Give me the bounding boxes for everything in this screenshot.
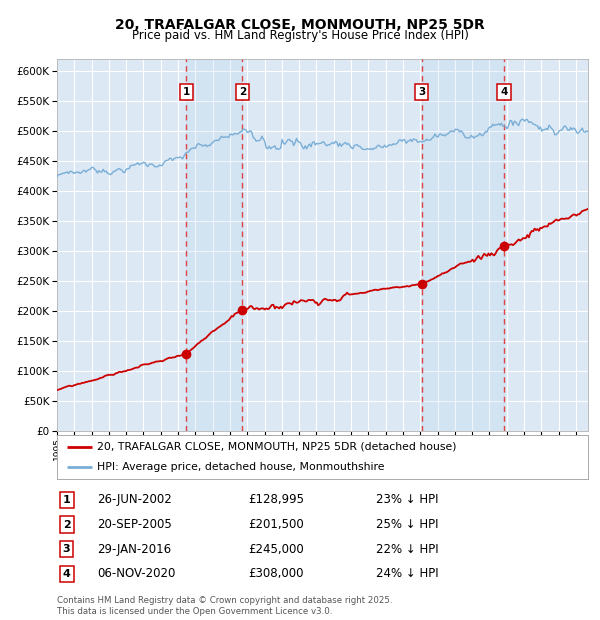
- Text: Price paid vs. HM Land Registry's House Price Index (HPI): Price paid vs. HM Land Registry's House …: [131, 30, 469, 42]
- Text: £128,995: £128,995: [248, 494, 304, 507]
- Text: 3: 3: [418, 87, 425, 97]
- Text: 20-SEP-2005: 20-SEP-2005: [97, 518, 172, 531]
- Text: 4: 4: [62, 569, 70, 578]
- Text: 2: 2: [239, 87, 246, 97]
- Text: £308,000: £308,000: [248, 567, 304, 580]
- Text: £201,500: £201,500: [248, 518, 304, 531]
- Text: 3: 3: [63, 544, 70, 554]
- Text: Contains HM Land Registry data © Crown copyright and database right 2025.
This d: Contains HM Land Registry data © Crown c…: [57, 596, 392, 616]
- Text: 23% ↓ HPI: 23% ↓ HPI: [376, 494, 438, 507]
- Text: 22% ↓ HPI: 22% ↓ HPI: [376, 542, 438, 556]
- Bar: [187, 59, 242, 431]
- Text: 4: 4: [500, 87, 508, 97]
- Text: 25% ↓ HPI: 25% ↓ HPI: [376, 518, 438, 531]
- Text: 26-JUN-2002: 26-JUN-2002: [97, 494, 172, 507]
- Text: £245,000: £245,000: [248, 542, 304, 556]
- Text: 1: 1: [62, 495, 70, 505]
- Text: 1: 1: [183, 87, 190, 97]
- Text: 2: 2: [62, 520, 70, 529]
- Text: 20, TRAFALGAR CLOSE, MONMOUTH, NP25 5DR: 20, TRAFALGAR CLOSE, MONMOUTH, NP25 5DR: [115, 18, 485, 32]
- Text: 20, TRAFALGAR CLOSE, MONMOUTH, NP25 5DR (detached house): 20, TRAFALGAR CLOSE, MONMOUTH, NP25 5DR …: [97, 442, 457, 452]
- Text: HPI: Average price, detached house, Monmouthshire: HPI: Average price, detached house, Monm…: [97, 462, 385, 472]
- Bar: [422, 59, 504, 431]
- Text: 06-NOV-2020: 06-NOV-2020: [97, 567, 175, 580]
- Text: 29-JAN-2016: 29-JAN-2016: [97, 542, 171, 556]
- Text: 24% ↓ HPI: 24% ↓ HPI: [376, 567, 438, 580]
